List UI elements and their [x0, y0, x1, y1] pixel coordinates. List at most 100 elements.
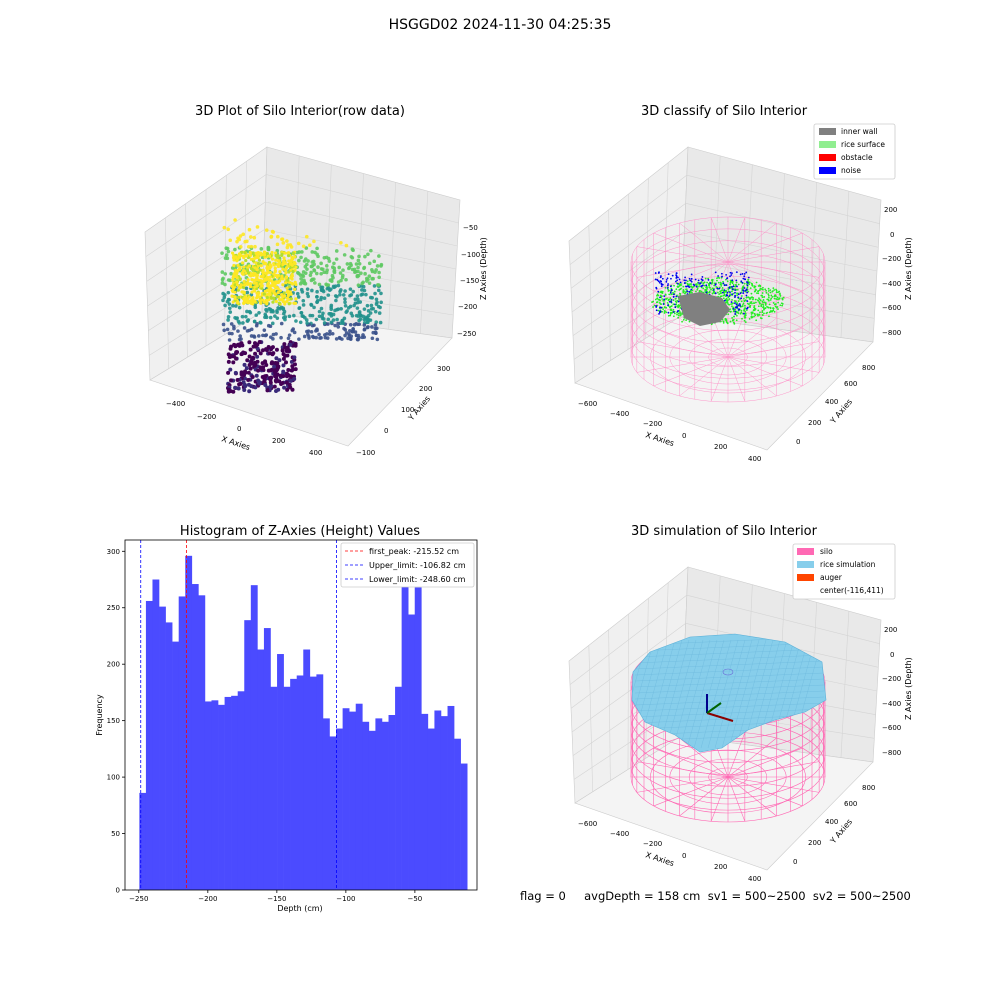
histogram-bar: [283, 686, 291, 890]
histogram-bar: [145, 600, 153, 890]
histogram-legend: [340, 542, 475, 588]
legend-swatch-auger: [797, 574, 814, 581]
histogram-bar: [381, 721, 389, 890]
plot2-y-label: Y Axies: [828, 397, 854, 426]
plot2-x-tick: 200: [714, 443, 727, 451]
legend-label: Lower_limit: -248.60 cm: [369, 575, 466, 584]
plot2-x-tick: −400: [610, 410, 629, 418]
legend-swatch-inner-wall: [819, 128, 836, 135]
legend-label: inner wall: [841, 127, 878, 136]
plot4-x-tick: −200: [643, 840, 662, 848]
histogram-bar: [231, 695, 239, 890]
histogram-bar: [172, 641, 179, 890]
histogram-bar: [159, 606, 166, 890]
legend-swatch-rice-surface: [819, 141, 836, 148]
plot4-x-tick: 0: [682, 852, 686, 860]
legend-swatch-silo: [797, 548, 814, 555]
histogram-bar: [152, 579, 160, 890]
plot2-x-tick: −200: [643, 420, 662, 428]
plot2-z-tick: −200: [882, 255, 901, 263]
legend-swatch-obstacle: [819, 154, 836, 161]
plot4-title: 3D simulation of Silo Interior: [631, 524, 817, 539]
plot4-z-tick: −400: [882, 700, 901, 708]
histogram-bar: [244, 620, 252, 890]
histogram-bar: [421, 713, 429, 890]
inner-wall-points: [678, 292, 730, 326]
legend-label: obstacle: [841, 153, 873, 162]
histogram-bar: [237, 691, 245, 890]
histogram-bar: [198, 595, 206, 890]
histogram-y-tick: 300: [107, 548, 120, 556]
plot4-y-tick: 800: [862, 784, 875, 792]
histogram-bar: [178, 596, 186, 890]
histogram-bar: [368, 730, 376, 890]
legend-label: rice simulation: [820, 560, 876, 569]
histogram-bar: [355, 703, 363, 890]
histogram-bar: [395, 686, 402, 890]
plot2-y-tick: 200: [808, 419, 821, 427]
histogram-bar: [447, 705, 455, 890]
histogram-bar: [427, 728, 435, 890]
plot4-z-tick: −600: [882, 724, 901, 732]
plot2-x-tick: 400: [748, 455, 761, 463]
histogram-bar: [388, 715, 396, 890]
auger-axis-x: [706, 712, 734, 722]
plot1-x-tick: 0: [237, 425, 241, 433]
plot2-x-tick: −600: [578, 400, 597, 408]
plot2-y-tick: 600: [844, 380, 857, 388]
histogram-bar: [191, 584, 199, 890]
histogram-bar: [139, 792, 147, 890]
plot1-z-tick: −250: [457, 330, 476, 338]
histogram-x-tick: −250: [129, 895, 148, 903]
histogram-frame: [124, 539, 478, 891]
legend-label: silo: [820, 547, 833, 556]
histogram-y-tick: 200: [107, 661, 120, 669]
histogram-bar: [257, 649, 265, 890]
figure-title: HSGGD02 2024-11-30 04:25:35: [388, 17, 612, 33]
histogram-bar: [185, 555, 193, 890]
plot4-y-tick: 600: [844, 800, 857, 808]
histogram-bar: [349, 711, 357, 890]
legend-label: noise: [841, 166, 861, 175]
histogram-bar: [342, 708, 350, 890]
plot2-z-tick: −600: [882, 304, 901, 312]
legend-label: Upper_limit: -106.82 cm: [369, 561, 466, 570]
legend-swatch-noise: [819, 167, 836, 174]
histogram-bar: [460, 763, 468, 890]
plot4-x-tick: 200: [714, 863, 727, 871]
plot4-z-tick: −200: [882, 675, 901, 683]
histogram-x-tick: −100: [336, 895, 355, 903]
plot1-y-tick: 0: [384, 427, 388, 435]
histogram-bar: [454, 738, 461, 890]
plot1-y-tick: 300: [437, 365, 450, 373]
plot1-x-tick: 200: [272, 437, 285, 445]
plot2-x-label: X Axies: [644, 430, 675, 448]
histogram-x-tick: −200: [198, 895, 217, 903]
plot4-y-tick: 0: [793, 858, 797, 866]
histogram-bar: [296, 675, 304, 890]
plot2-y-tick: 0: [796, 438, 800, 446]
plot1-z-label: Z Axies (Depth): [479, 237, 488, 300]
histogram-bar: [408, 614, 416, 890]
plot1-z-tick: −150: [460, 277, 479, 285]
plot4-x-tick: −600: [578, 820, 597, 828]
histogram-bar: [375, 718, 383, 890]
histogram-y-tick: 100: [107, 774, 120, 782]
histogram-y-tick: 250: [107, 604, 120, 612]
rice-simulation-surface: [631, 633, 827, 753]
histogram-x-tick: −50: [407, 895, 422, 903]
plot1-z-tick: −50: [463, 224, 478, 232]
plot1-y-label: Y Axies: [406, 394, 432, 423]
plot1-y-tick: −100: [356, 449, 375, 457]
histogram-bar: [204, 701, 212, 890]
histogram-bar: [224, 696, 232, 890]
histogram-bar: [277, 654, 284, 890]
histogram-bar: [336, 728, 343, 890]
plot1-x-tick: 400: [309, 449, 322, 457]
histogram-bar: [263, 628, 271, 890]
histogram-bar: [270, 686, 278, 890]
histogram-y-tick: 0: [116, 887, 120, 895]
plot1-x-label: X Axies: [220, 434, 251, 452]
histogram-y-tick: 50: [111, 830, 120, 838]
